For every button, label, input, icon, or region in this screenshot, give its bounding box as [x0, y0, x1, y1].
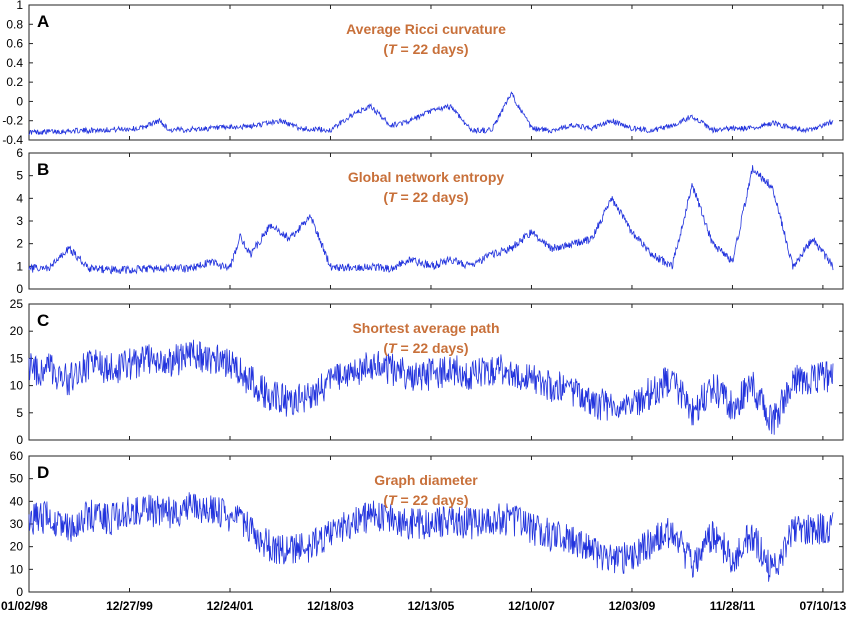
panel-letter: D [37, 463, 49, 482]
y-tick-label: 0.6 [6, 37, 23, 51]
x-tick-label: 07/10/13 [800, 599, 847, 613]
series-line [28, 91, 834, 136]
y-tick-label: 60 [10, 449, 24, 463]
y-tick-label: 1 [16, 259, 23, 273]
y-tick-label: 40 [10, 494, 24, 508]
y-tick-label: 0 [16, 282, 23, 296]
y-tick-label: 4 [16, 191, 23, 205]
y-tick-label: 20 [10, 540, 24, 554]
panel-subtitle: (T = 22 days) [383, 41, 468, 57]
y-tick-label: 30 [10, 517, 24, 531]
y-tick-label: -0.2 [2, 114, 23, 128]
panel-b: 0 1 2 3 4 5 6B Global network entropy (T = 22 da… [16, 146, 844, 296]
x-tick-label: 12/27/99 [106, 599, 153, 613]
x-axis-labels: 01/02/98 12/27/99 12/24/01 12/18/03 12/13/05… [1, 599, 847, 613]
y-tick-label: 10 [10, 562, 24, 576]
panel-a: -0.4 -0.2 0 0.2 0.4 0.6 0.8 1 A Average Ricci cur… [2, 0, 844, 147]
panel-title: Graph diameter [374, 472, 478, 488]
panel-c: 0 5 10 15 20 25 C Shortest average path (T = 22 … [10, 297, 844, 447]
panel-letter: B [37, 160, 49, 179]
y-tick-label: 10 [10, 379, 24, 393]
panel-subtitle: (T = 22 days) [383, 340, 468, 356]
x-tick-label: 01/02/98 [1, 599, 48, 613]
panel-title: Shortest average path [352, 320, 499, 336]
panel-d: 0 10 20 30 40 50 60 D Graph diameter (T = 22 days… [10, 449, 844, 599]
y-tick-label: 50 [10, 472, 24, 486]
y-tick-label: 0.4 [6, 56, 23, 70]
series-line [28, 492, 834, 582]
x-tick-label: 12/18/03 [307, 599, 354, 613]
panel-title: Average Ricci curvature [346, 21, 506, 37]
panel-title: Global network entropy [348, 169, 505, 185]
y-tick-label: 20 [10, 324, 24, 338]
x-tick-label: 12/13/05 [408, 599, 455, 613]
y-tick-label: 3 [16, 214, 23, 228]
y-tick-label: -0.4 [2, 133, 23, 147]
x-tick-label: 11/28/11 [710, 599, 756, 613]
y-tick-label: 25 [10, 297, 24, 311]
x-tick-label: 12/24/01 [207, 599, 254, 613]
panel-subtitle: (T = 22 days) [383, 492, 468, 508]
series-line [28, 339, 834, 435]
y-tick-label: 1 [16, 0, 23, 12]
panel-letter: C [37, 311, 49, 330]
panel-letter: A [37, 12, 49, 31]
panel-frame [28, 4, 844, 141]
panel-subtitle: (T = 22 days) [383, 189, 468, 205]
y-tick-label: 5 [16, 169, 23, 183]
y-tick-label: 0 [16, 94, 23, 108]
x-tick-label: 12/03/09 [609, 599, 656, 613]
y-tick-label: 0.2 [6, 75, 23, 89]
y-tick-label: 0 [16, 585, 23, 599]
y-tick-label: 2 [16, 237, 23, 251]
series-line [28, 165, 834, 275]
y-tick-label: 6 [16, 146, 23, 160]
x-tick-label: 12/10/07 [508, 599, 555, 613]
y-tick-label: 5 [16, 406, 23, 420]
y-tick-label: 15 [10, 351, 24, 365]
y-tick-label: 0.8 [6, 17, 23, 31]
y-tick-label: 0 [16, 433, 23, 447]
